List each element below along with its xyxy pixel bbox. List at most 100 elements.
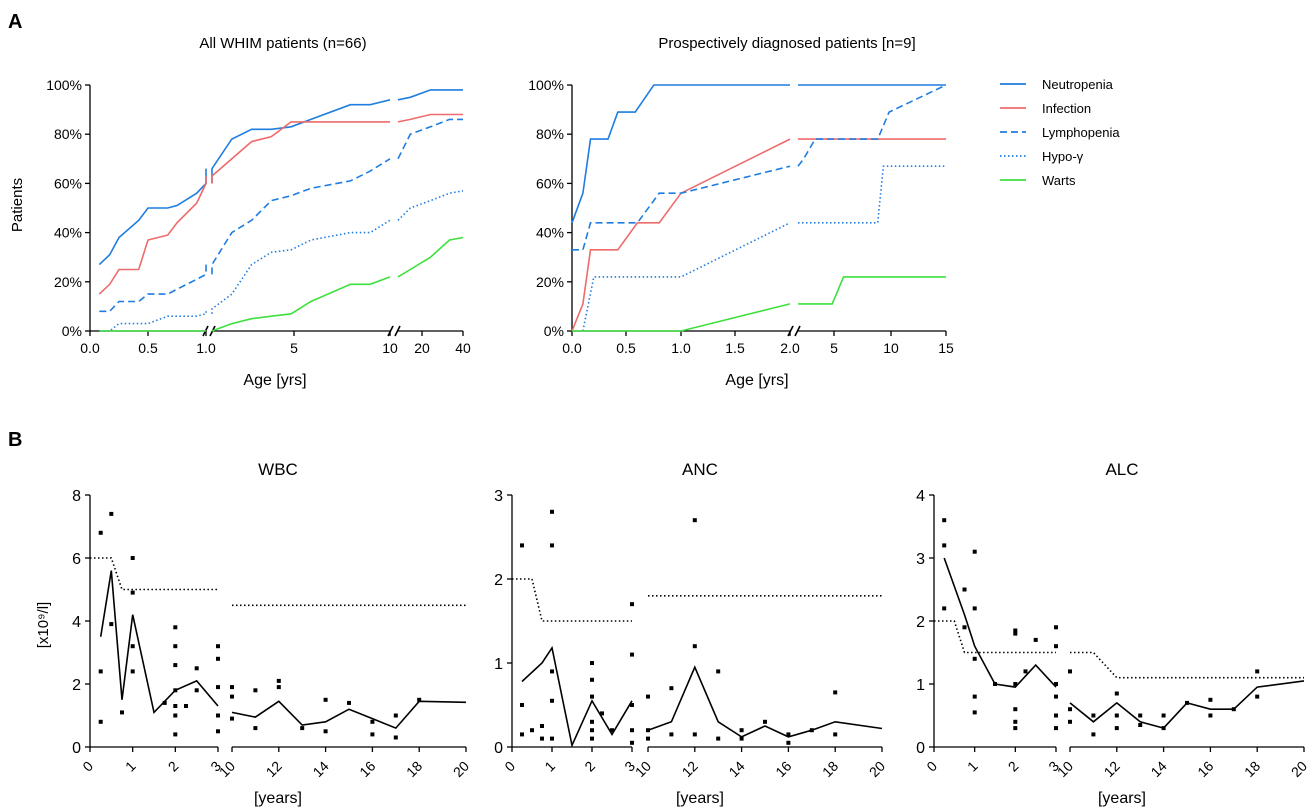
y-tick-label: 60% (536, 175, 564, 191)
data-point (550, 509, 554, 514)
x-tick-label: 14 (725, 758, 747, 780)
data-point (630, 703, 634, 707)
chart-title: ANC (682, 460, 718, 479)
data-point (1013, 628, 1018, 633)
median-line (1069, 680, 1305, 729)
data-point (1255, 669, 1260, 674)
data-point (1114, 726, 1119, 731)
data-point (972, 710, 977, 715)
panel-label-b: B (8, 429, 22, 451)
axis-break-mark (794, 325, 801, 337)
data-point (1114, 691, 1119, 696)
data-point (323, 697, 328, 702)
data-point (370, 719, 375, 724)
chart-title: ALC (1105, 460, 1138, 479)
x-tick-label: 18 (819, 758, 841, 780)
data-point (1013, 719, 1018, 724)
data-point (173, 644, 178, 649)
data-point (646, 736, 650, 741)
data-point (276, 678, 281, 683)
series-line-hypo (582, 222, 791, 332)
series-line-warts (572, 303, 791, 332)
data-point (230, 685, 234, 690)
series-line-infection (571, 138, 791, 332)
x-tick-label: 2 (1005, 758, 1022, 775)
data-point (253, 726, 258, 731)
data-point (1208, 713, 1213, 718)
data-point (630, 602, 634, 607)
x-tick-label: 1.0 (671, 340, 691, 356)
legend-label: Warts (1042, 173, 1076, 188)
data-point (1208, 697, 1213, 702)
y-tick-label: 0 (494, 740, 503, 757)
data-point (253, 688, 258, 693)
reference-line (934, 620, 1056, 654)
x-tick-label: 18 (1241, 758, 1263, 780)
data-point (550, 669, 554, 674)
x-tick-label: 16 (356, 758, 378, 780)
data-point (393, 713, 398, 718)
data-point (739, 736, 744, 741)
data-point (1138, 723, 1143, 727)
series-line-warts (397, 236, 464, 278)
y-tick-label: 80% (54, 126, 82, 142)
data-point (1068, 719, 1072, 724)
reference-line (512, 578, 632, 622)
data-point (739, 728, 744, 733)
data-point (216, 729, 220, 734)
x-tick-label: 1 (541, 758, 558, 775)
data-point (130, 590, 135, 595)
x-axis-label: [years] (1098, 790, 1146, 807)
chart-title: All WHIM patients (n=66) (199, 35, 366, 52)
data-point (230, 694, 234, 699)
data-point (590, 677, 594, 682)
x-tick-label: 0.5 (616, 340, 636, 356)
data-point (972, 549, 977, 554)
series-line-neutropenia (397, 89, 463, 101)
y-tick-label: 0 (72, 740, 81, 757)
data-point (109, 511, 114, 516)
data-point (962, 625, 967, 630)
y-axis-label: Patients (9, 178, 26, 232)
data-point (98, 719, 103, 724)
data-point (162, 700, 167, 705)
series-line-lymphopenia (211, 158, 391, 275)
data-point (1114, 713, 1119, 718)
legend-label: Lymphopenia (1042, 125, 1120, 140)
data-point (630, 728, 634, 733)
series-line-infection (98, 176, 207, 295)
y-tick-label: 80% (536, 126, 564, 142)
y-tick-label: 100% (528, 77, 564, 93)
data-point (520, 732, 524, 737)
data-point (972, 606, 977, 611)
panel-label-a: A (8, 11, 22, 33)
series-line-hypo (397, 190, 464, 221)
series-line-lymphopenia (99, 264, 207, 313)
y-tick-label: 0 (916, 740, 925, 757)
x-tick-label: 0.5 (138, 340, 158, 356)
data-point (216, 685, 220, 690)
series-line-hypo (99, 308, 207, 332)
series-line-warts (211, 276, 391, 332)
data-point (610, 728, 614, 733)
data-point (1013, 631, 1018, 636)
data-point (692, 644, 697, 649)
x-tick-label: 20 (1288, 758, 1310, 780)
data-point (1161, 713, 1166, 718)
data-point (590, 728, 594, 733)
data-point (173, 704, 178, 708)
x-tick-label: 20 (414, 340, 430, 356)
x-tick-label: 1 (122, 758, 139, 775)
data-point (120, 710, 124, 715)
x-tick-label: 2 (165, 758, 182, 775)
median-line (943, 557, 1057, 688)
data-point (1054, 682, 1058, 686)
median-line (521, 645, 633, 748)
x-tick-label: 0 (79, 758, 96, 775)
data-point (600, 711, 604, 716)
data-point (417, 697, 422, 702)
data-point (669, 732, 674, 737)
x-tick-label: 10 (216, 758, 238, 780)
series-line-neutropenia (571, 84, 790, 224)
